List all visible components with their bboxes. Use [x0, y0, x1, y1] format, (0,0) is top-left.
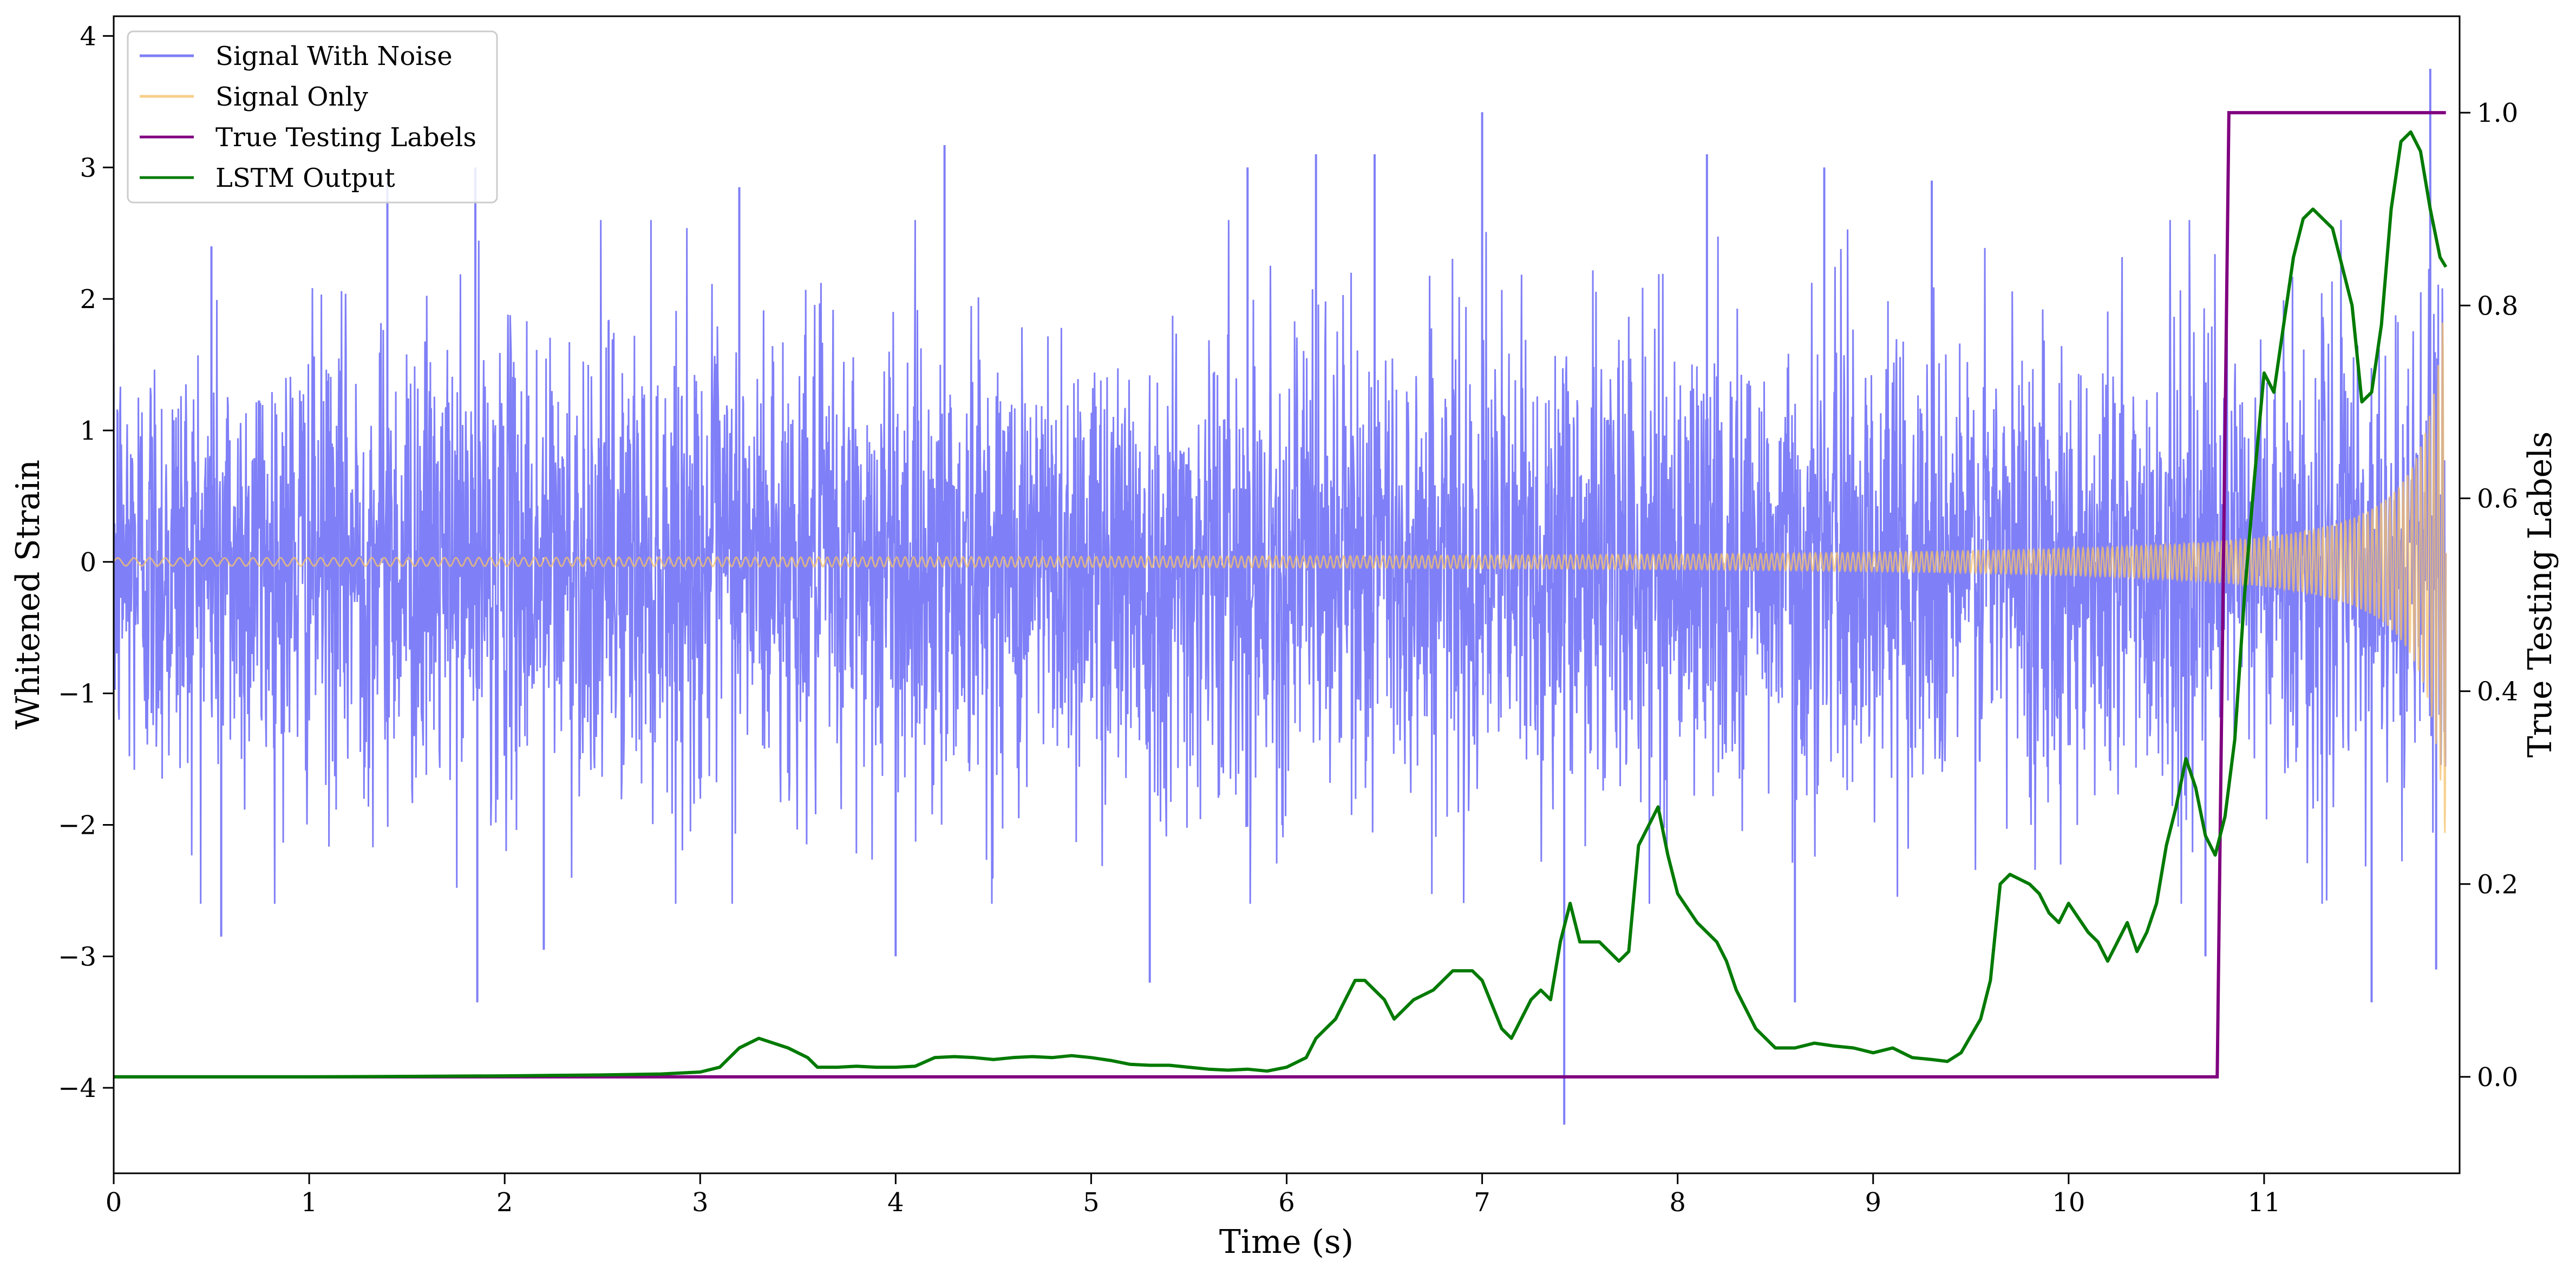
x-axis-label: Time (s)	[1219, 1223, 1354, 1261]
y-tick-label-left: 3	[80, 153, 96, 183]
y-tick-label-left: 4	[80, 21, 96, 51]
x-tick-label: 2	[496, 1187, 513, 1218]
legend-item-lstm-output: LSTM Output	[140, 163, 395, 193]
y-axis-label-right: True Testing Labels	[2521, 432, 2559, 758]
legend-label-signal-only: Signal Only	[215, 82, 368, 112]
y-tick-label-left: −2	[58, 810, 96, 840]
y-tick-label-left: 1	[80, 416, 96, 446]
y-axis-right: 0.0 0.2 0.4 0.6 0.8 1.0	[2460, 98, 2518, 1093]
y-tick-label-right: 0.2	[2477, 870, 2518, 900]
x-tick-label: 3	[692, 1187, 709, 1218]
x-tick-label: 1	[301, 1187, 318, 1218]
y-tick-label-left: −4	[58, 1073, 96, 1103]
y-tick-label-left: 0	[80, 547, 96, 578]
x-tick-label: 7	[1474, 1187, 1490, 1218]
y-tick-label-right: 0.0	[2477, 1062, 2518, 1093]
x-tick-label: 9	[1865, 1187, 1881, 1218]
y-tick-label-left: 2	[80, 284, 96, 315]
y-tick-label-left: −1	[58, 679, 96, 709]
x-tick-label: 8	[1669, 1187, 1686, 1218]
x-tick-label: 4	[887, 1187, 904, 1218]
y-tick-label-right: 0.4	[2477, 677, 2518, 707]
x-tick-label: 5	[1083, 1187, 1100, 1218]
legend: Signal With Noise Signal Only True Testi…	[127, 30, 498, 204]
y-axis-label-left: Whitened Strain	[9, 460, 47, 729]
series-signal-with-noise	[114, 220, 2447, 904]
legend-label-true-testing-labels: True Testing Labels	[215, 122, 476, 153]
series-lstm-output	[114, 130, 2448, 1079]
y-tick-label-right: 1.0	[2477, 98, 2518, 128]
plot-area	[114, 69, 2448, 1125]
y-axis-left: −4 −3 −2 −1 0 1 2 3 4	[58, 21, 114, 1103]
y-tick-label-right: 0.8	[2477, 291, 2518, 321]
legend-label-signal-with-noise: Signal With Noise	[215, 41, 453, 71]
y-tick-label-left: −3	[58, 942, 96, 972]
x-tick-label: 10	[2052, 1187, 2085, 1218]
legend-item-true-testing-labels: True Testing Labels	[140, 122, 476, 153]
x-tick-label: 0	[106, 1187, 122, 1218]
series-signal-only	[114, 322, 2447, 833]
x-tick-label: 11	[2247, 1187, 2280, 1218]
legend-box	[127, 30, 498, 204]
legend-item-signal-only: Signal Only	[140, 82, 368, 112]
series-layer	[114, 69, 2448, 1125]
x-tick-label: 6	[1278, 1187, 1295, 1218]
x-axis: 0 1 2 3 4 5 6 7 8 9 10 11	[106, 1173, 2280, 1218]
series-true-testing-labels	[114, 111, 2446, 1079]
legend-item-signal-with-noise: Signal With Noise	[140, 41, 453, 71]
y-tick-label-right: 0.6	[2477, 484, 2518, 514]
legend-label-lstm-output: LSTM Output	[215, 163, 395, 193]
